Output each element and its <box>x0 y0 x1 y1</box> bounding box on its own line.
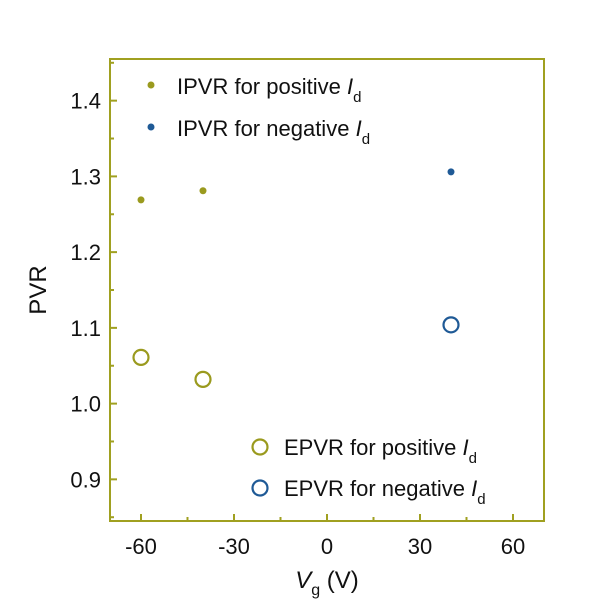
data-point-circle <box>442 316 460 334</box>
y-tick-label: 1.0 <box>70 392 101 417</box>
legend-marker-ipvr-negative <box>147 123 155 131</box>
legend-marker-epvr-negative <box>251 479 269 497</box>
x-tick-label: 30 <box>408 534 432 559</box>
legend-top: IPVR for positive Id IPVR for negative I… <box>147 74 370 148</box>
data-point-circle <box>132 348 150 367</box>
y-tick-label: 1.4 <box>70 89 101 114</box>
y-tick-label: 1.3 <box>70 164 101 189</box>
data-point-dot <box>447 168 455 176</box>
y-tick-label: 1.2 <box>70 240 101 265</box>
legend-label-epvr-positive: EPVR for positive Id <box>284 435 477 467</box>
legend-bottom: EPVR for positive Id EPVR for negative I… <box>251 435 486 508</box>
legend-marker-ipvr-positive <box>147 81 155 89</box>
data-point-dot <box>137 196 145 204</box>
y-tick-label: 0.9 <box>70 467 101 492</box>
legend-label-ipvr-positive: IPVR for positive Id <box>177 74 361 106</box>
x-tick-label: -30 <box>218 534 250 559</box>
legend-marker-epvr-positive <box>251 438 269 456</box>
x-tick-label: 60 <box>501 534 525 559</box>
data-point-dot <box>199 187 207 195</box>
x-tick-label: -60 <box>125 534 157 559</box>
x-axis-label: Vg (V) <box>295 567 359 599</box>
legend-label-epvr-negative: EPVR for negative Id <box>284 476 486 508</box>
x-tick-label: 0 <box>321 534 333 559</box>
legend-label-ipvr-negative: IPVR for negative Id <box>177 116 370 148</box>
data-point-circle <box>194 370 212 388</box>
y-tick-label: 1.1 <box>70 316 101 341</box>
y-axis-label: PVR <box>25 265 52 314</box>
